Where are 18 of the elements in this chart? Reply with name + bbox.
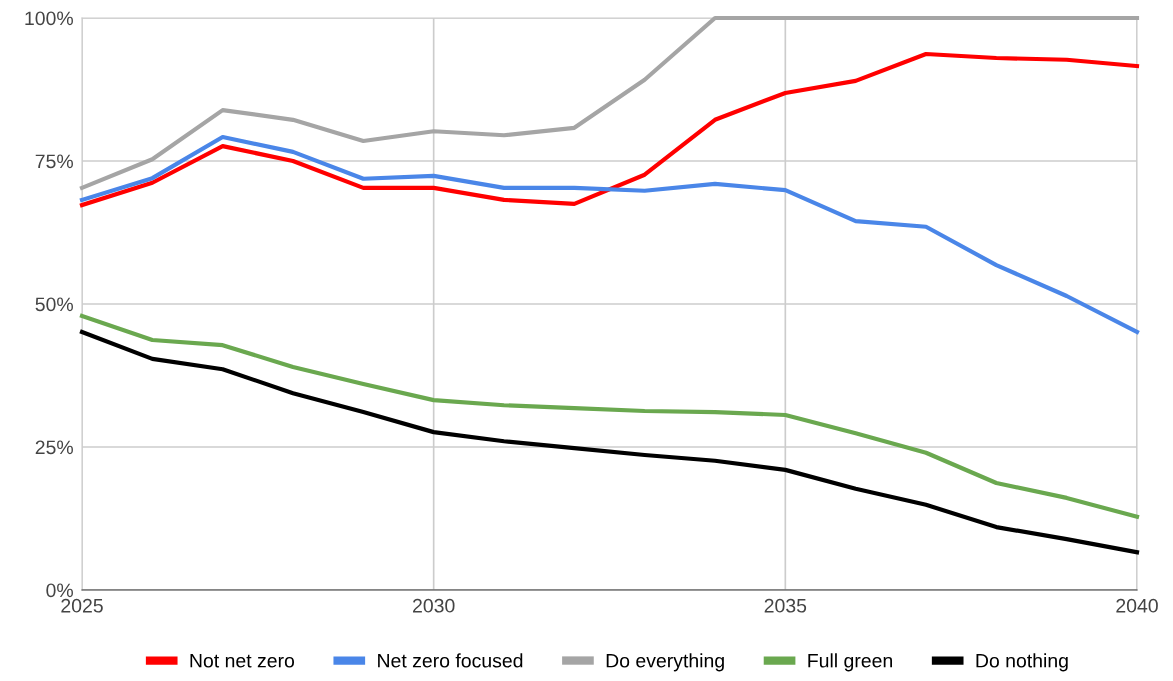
legend-label: Do everything <box>606 653 724 672</box>
x-tick-label: 2025 <box>61 598 103 613</box>
legend-label: Full green <box>808 653 892 672</box>
line-series <box>79 313 1140 519</box>
x-tick-label: 2030 <box>413 598 455 613</box>
x-tick-label: 2035 <box>764 598 807 613</box>
line-series <box>79 134 1140 335</box>
y-tick-label: 25% <box>35 440 73 455</box>
x-tick-label: 2040 <box>1116 598 1158 613</box>
line-series <box>79 329 1140 555</box>
legend-label: Not net zero <box>190 653 295 668</box>
legend-label: Do nothing <box>976 653 1068 672</box>
y-tick-label: 75% <box>35 154 73 169</box>
legend-label: Net zero focused <box>378 653 523 668</box>
line-series <box>79 51 1140 208</box>
y-tick-label: 0% <box>46 583 73 598</box>
y-tick-label: 50% <box>35 297 73 312</box>
y-tick-label: 100% <box>25 11 73 26</box>
